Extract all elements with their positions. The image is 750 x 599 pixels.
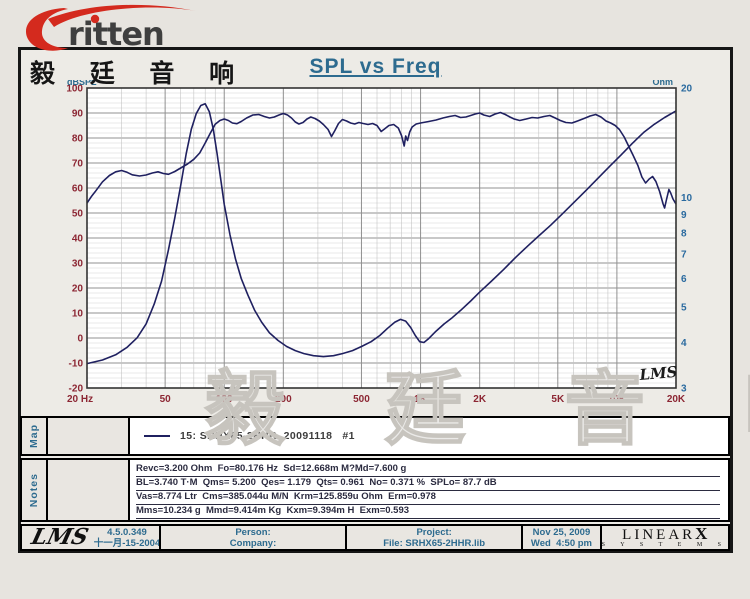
notes-row: Notes Revc=3.200 Ohm Fo=80.176 Hz Sd=12.… [20,458,730,522]
chart-label: 40 [72,234,84,245]
chart-label: 20K [667,394,686,405]
chart-label: 10 [72,309,84,320]
report-date: Nov 25, 2009 [532,526,591,538]
brand-text: ritten [68,15,164,53]
chart-label: -10 [69,359,84,370]
note-line: Vas=8.774 Ltr Cms=385.044u M/N Krm=125.8… [136,491,720,505]
impedance-curve [86,102,677,365]
lms-version-block: 4.5.0.349 十一月-15-2004 [94,527,161,549]
chart-label: 20 Hz [67,394,93,405]
page-title-text: SPL vs Freq [309,55,442,78]
footer-date-cell: Nov 25, 2009 Wed 4:50 pm [521,526,599,549]
chart-label: 4 [681,338,687,349]
map-legend-box: 15: SRHX65-2HHR 20091118 #1 [128,418,728,454]
chart-label: 0 [77,334,83,345]
page-title: SPL vs Freq [18,55,733,79]
chart-label: 70 [72,159,84,170]
report-time: Wed 4:50 pm [530,537,592,549]
chart-label: 30 [72,259,84,270]
chart-label: 7 [681,250,687,261]
chart-label: 200 [275,394,292,405]
spl-vs-freq-chart: -20 -10 0 10 20 30 40 50 60 70 80 90 100 20 10 9 8 7 6 5 4 3 2… [20,77,730,419]
notes-tab-label: Notes [28,472,40,508]
chart-label: 2K [473,394,487,405]
footer-project-cell: Project: File: SRHX65-2HHR.lib [345,526,521,549]
chart-label: 60 [72,184,84,195]
chart-label: 50 [72,209,84,220]
lms-version: 4.5.0.349 [107,526,147,538]
project-label: Project: [416,526,452,538]
chart-label: 500 [353,394,370,405]
chart-label: 50 [160,394,172,405]
chart-label: 100 [216,394,233,405]
chart-label: dBSPL [67,80,97,87]
chart-label: Ohm [652,80,673,87]
note-line: BL=3.740 T·M Qms= 5.200 Qes= 1.179 Qts= … [136,477,720,491]
chart-label: 3 [681,384,687,395]
chart-label: LMS [638,363,679,384]
chart-label: 10 [681,193,693,204]
linearx-text: LINEAR [622,526,696,543]
map-tab: Map [22,418,48,454]
chart-label: 5 [681,303,687,314]
company-label: Company: [229,537,277,549]
footer-linearx-cell: LINEARX S Y S T E M S [599,523,728,549]
chart-label: 8 [681,228,687,239]
map-tab-label: Map [28,424,40,448]
chart-label: 100 [66,84,83,95]
footer-bar: LMS 4.5.0.349 十一月-15-2004 Person: Company… [20,524,730,551]
chart-label: 90 [72,109,84,120]
chart-label: 20 [72,284,84,295]
chart-label: 6 [681,274,687,285]
legend-line-sample-icon [144,435,170,437]
spl-curve [86,111,677,209]
notes-box: Revc=3.200 Ohm Fo=80.176 Hz Sd=12.668m M… [128,460,728,520]
chart-label: 20 [681,84,693,95]
linearx-x: X [695,523,708,543]
chart-label: 1K [414,394,428,405]
legend-entry: 15: SRHX65-2HHR 20091118 #1 [180,430,355,442]
person-label: Person: [235,526,271,538]
map-row: Map 15: SRHX65-2HHR 20091118 #1 [20,416,730,456]
file-label: File: SRHX65-2HHR.lib [383,537,486,549]
brand-chinese-name: 毅 廷 音 响 [30,59,248,88]
eritten-swoosh-icon: ritten [26,4,196,53]
footer-person-cell: Person: Company: [159,526,345,549]
chart-label: 80 [72,134,84,145]
chart-label: -20 [69,384,84,395]
chart-label: 9 [681,210,687,221]
footer-lms-cell: LMS 4.5.0.349 十一月-15-2004 [22,523,161,550]
note-line: Mms=10.234 g Mmd=9.414m Kg Kxm=9.394m H … [136,505,720,519]
brand-i-dot-icon [90,14,100,24]
chart-label: 10K [608,394,627,405]
chart-label: 5K [551,394,565,405]
eritten-logo: ritten [18,1,213,58]
lms-version-date: 十一月-15-2004 [93,537,161,549]
note-line: Revc=3.200 Ohm Fo=80.176 Hz Sd=12.668m M… [136,463,720,477]
linearx-logo: LINEARX [622,523,708,543]
linearx-systems-text: S Y S T E M S [601,541,728,548]
notes-tab: Notes [22,460,48,520]
lms-logo: LMS [28,523,91,550]
